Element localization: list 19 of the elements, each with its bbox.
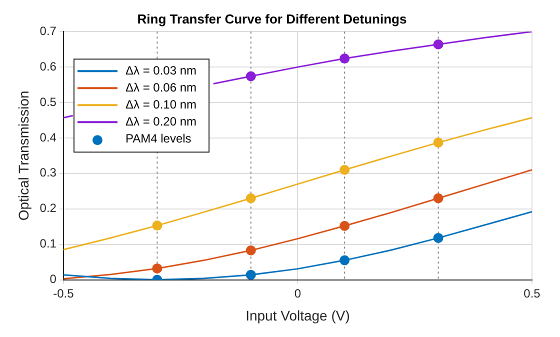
x-tick-label: 0: [294, 286, 302, 300]
chart-title: Ring Transfer Curve for Different Detunings: [137, 11, 407, 26]
x-tick-label: -0.5: [53, 286, 74, 300]
y-tick-label: 0.2: [40, 201, 57, 216]
legend-label: Δλ = 0.20 nm: [125, 114, 197, 128]
legend-label: Δλ = 0.10 nm: [125, 97, 197, 112]
y-tick-label: 0.1: [40, 236, 57, 251]
y-tick-label: 0.5: [40, 94, 57, 109]
x-tick-label: 0.5: [524, 286, 541, 300]
y-tick-label: 0.4: [40, 130, 57, 144]
y-tick-label: 0.6: [40, 59, 57, 74]
y-tick-label: 0.7: [40, 24, 57, 38]
y-axis-title: Optical Transmission: [15, 90, 32, 221]
y-tick-label: 0.3: [40, 166, 57, 180]
x-axis-title: Input Voltage (V): [246, 307, 350, 324]
y-tick-label: 0: [50, 272, 57, 286]
legend-label: Δλ = 0.06 nm: [125, 80, 197, 94]
legend-label: PAM4 levels: [125, 131, 192, 146]
legend-label: Δλ = 0.03 nm: [125, 63, 197, 78]
